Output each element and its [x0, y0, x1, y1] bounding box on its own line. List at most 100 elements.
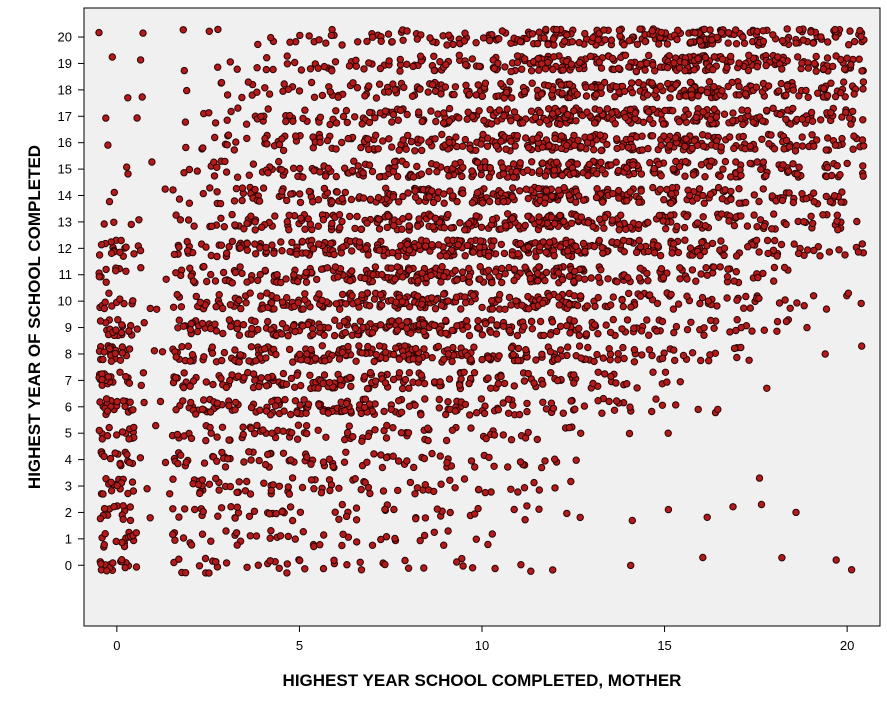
- data-point: [528, 158, 536, 166]
- data-point: [519, 119, 527, 127]
- data-point: [516, 187, 524, 195]
- data-point: [718, 87, 726, 95]
- data-point: [453, 558, 461, 566]
- data-point: [186, 357, 194, 365]
- data-point: [222, 168, 231, 176]
- data-point: [405, 266, 413, 274]
- data-point: [199, 507, 208, 516]
- data-point: [368, 541, 377, 549]
- data-point: [518, 301, 526, 309]
- data-point: [804, 64, 813, 72]
- data-point: [278, 508, 286, 516]
- data-point: [849, 145, 857, 153]
- data-point: [501, 63, 509, 71]
- data-point: [618, 296, 626, 304]
- data-point: [619, 302, 627, 311]
- data-point: [778, 554, 786, 562]
- data-point: [247, 456, 255, 464]
- data-point: [405, 402, 414, 410]
- data-point: [327, 239, 335, 248]
- data-point: [366, 368, 375, 377]
- data-point: [454, 241, 462, 249]
- data-point: [111, 349, 120, 358]
- data-point: [524, 369, 532, 378]
- data-point: [293, 371, 301, 379]
- data-point: [659, 217, 667, 225]
- data-point: [850, 132, 858, 140]
- data-point: [445, 138, 453, 147]
- data-point: [307, 476, 316, 484]
- data-point: [782, 91, 790, 99]
- data-point: [680, 223, 689, 232]
- data-point: [445, 104, 454, 113]
- data-point: [746, 159, 754, 168]
- data-point: [408, 92, 417, 101]
- data-point: [113, 397, 121, 406]
- data-point: [314, 64, 322, 72]
- data-point: [648, 27, 656, 35]
- data-point: [594, 397, 602, 405]
- data-point: [195, 562, 204, 570]
- data-point: [619, 236, 628, 245]
- data-point: [346, 277, 354, 285]
- data-point: [698, 293, 707, 302]
- data-point: [231, 346, 239, 354]
- data-point: [469, 248, 477, 256]
- data-point: [513, 52, 522, 60]
- data-point: [739, 120, 747, 129]
- data-point: [284, 483, 292, 491]
- data-point: [635, 236, 643, 245]
- data-point: [232, 138, 240, 146]
- data-point: [658, 354, 667, 363]
- data-point: [403, 457, 411, 465]
- data-point: [528, 325, 536, 333]
- data-point: [544, 40, 552, 49]
- data-point: [533, 435, 541, 444]
- data-point: [414, 379, 423, 387]
- data-point: [540, 199, 549, 207]
- data-point: [321, 172, 330, 180]
- data-point: [358, 437, 366, 445]
- data-point: [610, 406, 619, 414]
- data-point: [365, 161, 374, 169]
- data-point: [859, 78, 868, 86]
- data-point: [102, 395, 111, 403]
- data-point: [231, 268, 240, 277]
- data-point: [318, 91, 327, 100]
- data-point: [778, 37, 787, 45]
- data-point: [323, 264, 332, 272]
- data-point: [844, 289, 853, 297]
- data-point: [792, 508, 800, 517]
- data-point: [607, 301, 615, 309]
- data-point: [468, 167, 476, 175]
- data-point: [436, 252, 444, 260]
- data-point: [302, 409, 310, 417]
- data-point: [827, 79, 835, 87]
- data-point: [700, 331, 708, 339]
- data-point: [210, 172, 219, 180]
- data-point: [525, 144, 533, 152]
- data-point: [535, 66, 543, 74]
- data-point: [484, 266, 493, 274]
- data-point: [727, 195, 735, 204]
- data-point: [798, 115, 806, 123]
- data-point: [326, 486, 334, 495]
- data-point: [102, 114, 110, 122]
- data-point: [325, 378, 334, 387]
- data-point: [381, 379, 390, 387]
- data-point: [648, 132, 657, 140]
- data-point: [97, 241, 106, 249]
- data-point: [846, 27, 854, 35]
- data-point: [426, 34, 434, 42]
- data-point: [567, 397, 575, 405]
- data-point: [775, 87, 783, 95]
- data-point: [623, 164, 631, 172]
- data-point: [492, 142, 501, 150]
- data-point: [354, 38, 362, 46]
- data-point: [608, 54, 617, 63]
- data-point: [338, 541, 346, 550]
- data-point: [399, 136, 407, 144]
- data-point: [782, 136, 791, 145]
- data-point: [507, 301, 515, 309]
- data-point: [792, 39, 800, 47]
